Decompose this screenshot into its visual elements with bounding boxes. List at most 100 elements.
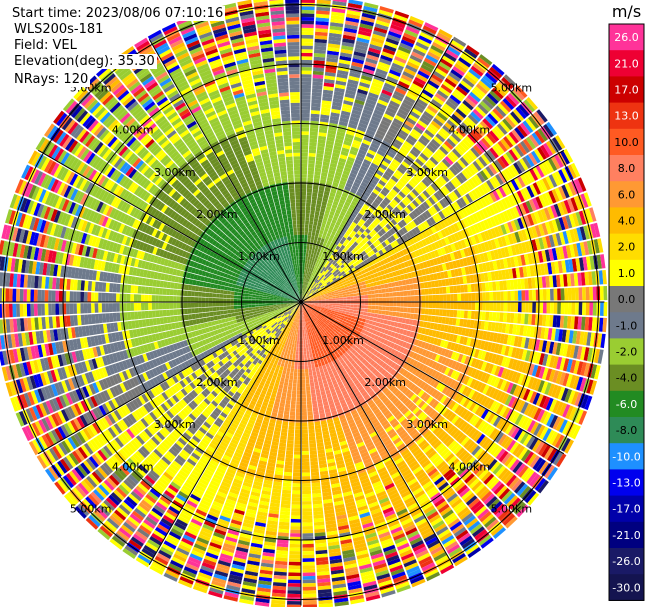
range-gate xyxy=(463,119,474,130)
range-gate xyxy=(364,302,369,306)
range-gate xyxy=(301,70,312,75)
range-gate xyxy=(381,247,387,254)
range-gate xyxy=(463,238,470,248)
range-gate xyxy=(353,257,358,263)
range-gate xyxy=(328,225,334,231)
range-gate xyxy=(351,230,357,236)
range-gate xyxy=(415,73,428,83)
range-gate xyxy=(422,60,435,70)
range-gate xyxy=(354,265,359,270)
range-gate xyxy=(434,354,441,362)
range-gate xyxy=(455,85,468,97)
range-gate xyxy=(487,271,492,282)
range-gate xyxy=(481,282,486,292)
range-gate xyxy=(321,325,325,330)
range-gate xyxy=(318,268,322,273)
range-gate xyxy=(377,336,382,342)
range-gate xyxy=(395,169,404,177)
range-gate xyxy=(460,452,471,463)
range-gate xyxy=(589,380,597,395)
range-gate xyxy=(406,169,415,178)
range-gate xyxy=(438,86,451,97)
range-gate xyxy=(372,210,379,218)
range-gate xyxy=(496,213,504,225)
range-gate xyxy=(486,374,494,385)
range-gate xyxy=(405,232,412,240)
range-gate xyxy=(339,275,344,279)
range-gate xyxy=(455,431,465,442)
range-gate xyxy=(583,362,591,377)
range-gate xyxy=(341,192,348,198)
range-gate xyxy=(403,158,413,166)
range-gate xyxy=(516,483,528,497)
range-gate xyxy=(323,154,332,160)
range-gate xyxy=(410,83,423,92)
range-gate xyxy=(444,77,457,88)
range-gate xyxy=(462,319,468,328)
range-gate xyxy=(492,291,497,301)
range-gate xyxy=(555,342,562,356)
range-gate xyxy=(389,395,397,402)
range-gate xyxy=(301,224,305,228)
range-gate xyxy=(398,269,404,275)
range-gate xyxy=(407,272,412,279)
range-gate xyxy=(372,188,380,196)
range-gate xyxy=(359,274,364,279)
range-gate xyxy=(415,158,424,167)
range-gate xyxy=(360,75,373,82)
range-gate xyxy=(379,58,392,66)
range-gate xyxy=(501,421,511,433)
range-gate xyxy=(325,320,330,324)
range-gate xyxy=(435,178,445,187)
range-gate xyxy=(426,322,431,329)
range-gate xyxy=(481,438,492,449)
range-gate xyxy=(366,240,373,246)
range-gate xyxy=(314,283,318,287)
range-gate xyxy=(343,257,349,262)
range-gate xyxy=(357,33,371,41)
range-gate xyxy=(305,306,309,309)
range-gate xyxy=(406,381,414,389)
range-gate xyxy=(311,265,315,270)
range-gate xyxy=(322,197,328,203)
range-gate xyxy=(313,218,319,223)
range-gate xyxy=(340,52,353,58)
range-gate xyxy=(436,201,444,211)
range-gate xyxy=(504,168,514,180)
ray xyxy=(301,0,347,300)
range-gate xyxy=(545,275,550,288)
range-gate xyxy=(463,310,468,319)
range-gate xyxy=(363,291,368,295)
range-gate xyxy=(539,395,548,408)
range-gate xyxy=(362,326,368,331)
range-gate xyxy=(356,230,363,236)
range-gate xyxy=(306,296,310,299)
range-gate xyxy=(316,275,320,280)
range-gate xyxy=(463,228,470,238)
range-gate xyxy=(440,374,447,383)
range-gate xyxy=(390,175,399,183)
range-gate xyxy=(362,203,370,210)
range-gate xyxy=(536,264,542,276)
range-gate xyxy=(419,320,424,328)
range-gate xyxy=(466,247,473,256)
range-gate xyxy=(536,409,546,422)
range-gate xyxy=(326,260,330,265)
range-gate xyxy=(311,364,315,369)
range-gate xyxy=(307,260,310,265)
range-gate xyxy=(427,185,436,194)
range-gate xyxy=(301,24,314,28)
range-gate xyxy=(464,167,473,178)
range-gate xyxy=(499,405,508,417)
range-gate xyxy=(432,294,437,302)
range-gate xyxy=(369,146,378,153)
range-gate xyxy=(357,271,363,276)
range-gate xyxy=(344,213,351,219)
range-gate xyxy=(443,294,447,302)
range-gate xyxy=(450,269,456,278)
range-gate xyxy=(345,198,352,204)
range-gate xyxy=(430,138,441,148)
ray xyxy=(303,148,574,301)
range-gate xyxy=(541,276,547,288)
range-gate xyxy=(462,336,468,346)
